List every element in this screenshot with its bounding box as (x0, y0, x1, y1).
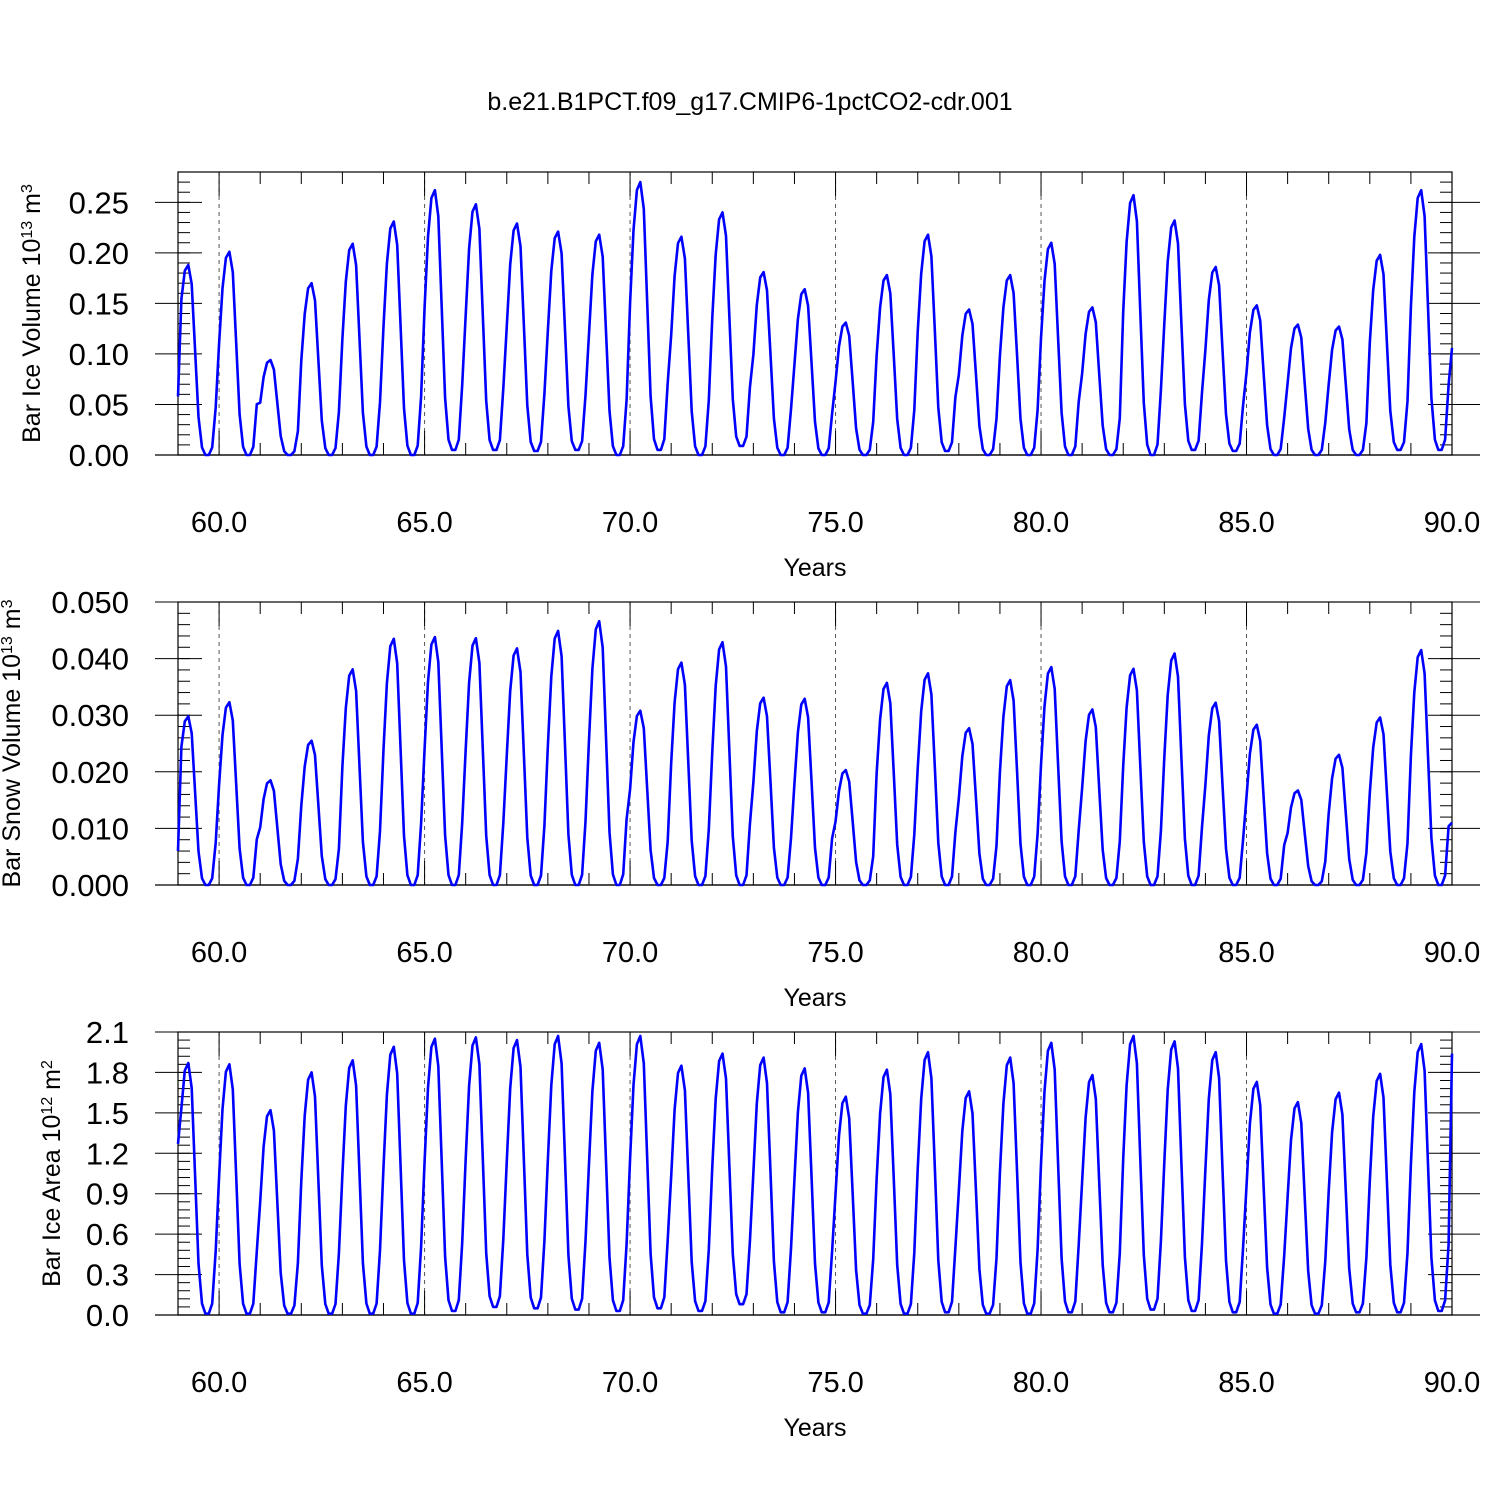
y-tick-label: 0.0 (86, 1298, 129, 1333)
x-tick-label: 80.0 (1013, 1367, 1069, 1399)
x-tick-label: 70.0 (602, 937, 658, 969)
y-tick-label: 1.5 (86, 1096, 129, 1131)
y-tick-label: 0.050 (51, 585, 129, 620)
chart-panel-2: 60.0 65.0 70.0 75.0 80.0 85.0 90.0 Years 0.000 0.… (0, 585, 1480, 1012)
y-tick-label: 0.00 (69, 438, 129, 473)
x-tick-label: 90.0 (1424, 1367, 1480, 1399)
y-tick-label: 0.10 (69, 337, 129, 372)
y-tick-label: 0.05 (69, 387, 129, 422)
x-tick-label: 75.0 (807, 507, 863, 539)
x-tick-label: 60.0 (191, 1367, 247, 1399)
y-tick-label: 0.030 (51, 698, 129, 733)
x-tick-label: 90.0 (1424, 937, 1480, 969)
series-line (176, 1034, 1454, 1315)
y-tick-label: 0.25 (69, 185, 129, 220)
x-axis-label: Years (783, 1414, 846, 1442)
x-tick-label: 75.0 (807, 1367, 863, 1399)
series-line (176, 180, 1454, 457)
y-tick-label: 0.3 (86, 1258, 129, 1293)
chart-panel-1: 60.0 65.0 70.0 75.0 80.0 85.0 90.0 Years 0.00 0.0… (18, 171, 1480, 582)
y-tick-label: 1.2 (86, 1136, 129, 1171)
y-tick-label: 0.20 (69, 236, 129, 271)
series-line (176, 619, 1453, 887)
y-tick-label: 0.010 (51, 811, 129, 846)
panels: 60.0 65.0 70.0 75.0 80.0 85.0 90.0 Years 0.00 0.0… (0, 171, 1480, 1442)
x-tick-label: 65.0 (396, 507, 452, 539)
x-tick-label: 60.0 (191, 507, 247, 539)
x-tick-label: 80.0 (1013, 937, 1069, 969)
y-tick-label: 0.040 (51, 642, 129, 677)
x-tick-label: 75.0 (807, 937, 863, 969)
x-tick-label: 60.0 (191, 937, 247, 969)
y-tick-label: 0.000 (51, 868, 129, 903)
chart-panel-3: 60.0 65.0 70.0 75.0 80.0 85.0 90.0 Years 0.0 0.3 0… (38, 1015, 1480, 1442)
y-tick-label: 0.6 (86, 1217, 129, 1252)
y-axis-label: Bar Snow Volume 1013 m3 (0, 599, 26, 887)
y-tick-label: 1.8 (86, 1055, 129, 1090)
y-axis-label: Bar Ice Area 1012 m2 (38, 1060, 66, 1287)
y-tick-label: 0.020 (51, 755, 129, 790)
x-tick-label: 65.0 (396, 1367, 452, 1399)
x-tick-label: 65.0 (396, 937, 452, 969)
x-tick-label: 70.0 (602, 507, 658, 539)
x-axis-label: Years (783, 554, 846, 582)
x-tick-label: 90.0 (1424, 507, 1480, 539)
x-tick-label: 85.0 (1218, 1367, 1274, 1399)
y-axis-label: Bar Ice Volume 1013 m3 (18, 184, 46, 443)
y-tick-label: 0.9 (86, 1177, 129, 1212)
x-tick-label: 85.0 (1218, 507, 1274, 539)
y-tick-label: 2.1 (86, 1015, 129, 1050)
x-axis-label: Years (783, 984, 846, 1012)
x-tick-label: 85.0 (1218, 937, 1274, 969)
x-tick-label: 80.0 (1013, 507, 1069, 539)
chart-title: b.e21.B1PCT.f09_g17.CMIP6-1pctCO2-cdr.00… (487, 88, 1012, 116)
x-tick-label: 70.0 (602, 1367, 658, 1399)
y-tick-label: 0.15 (69, 286, 129, 321)
